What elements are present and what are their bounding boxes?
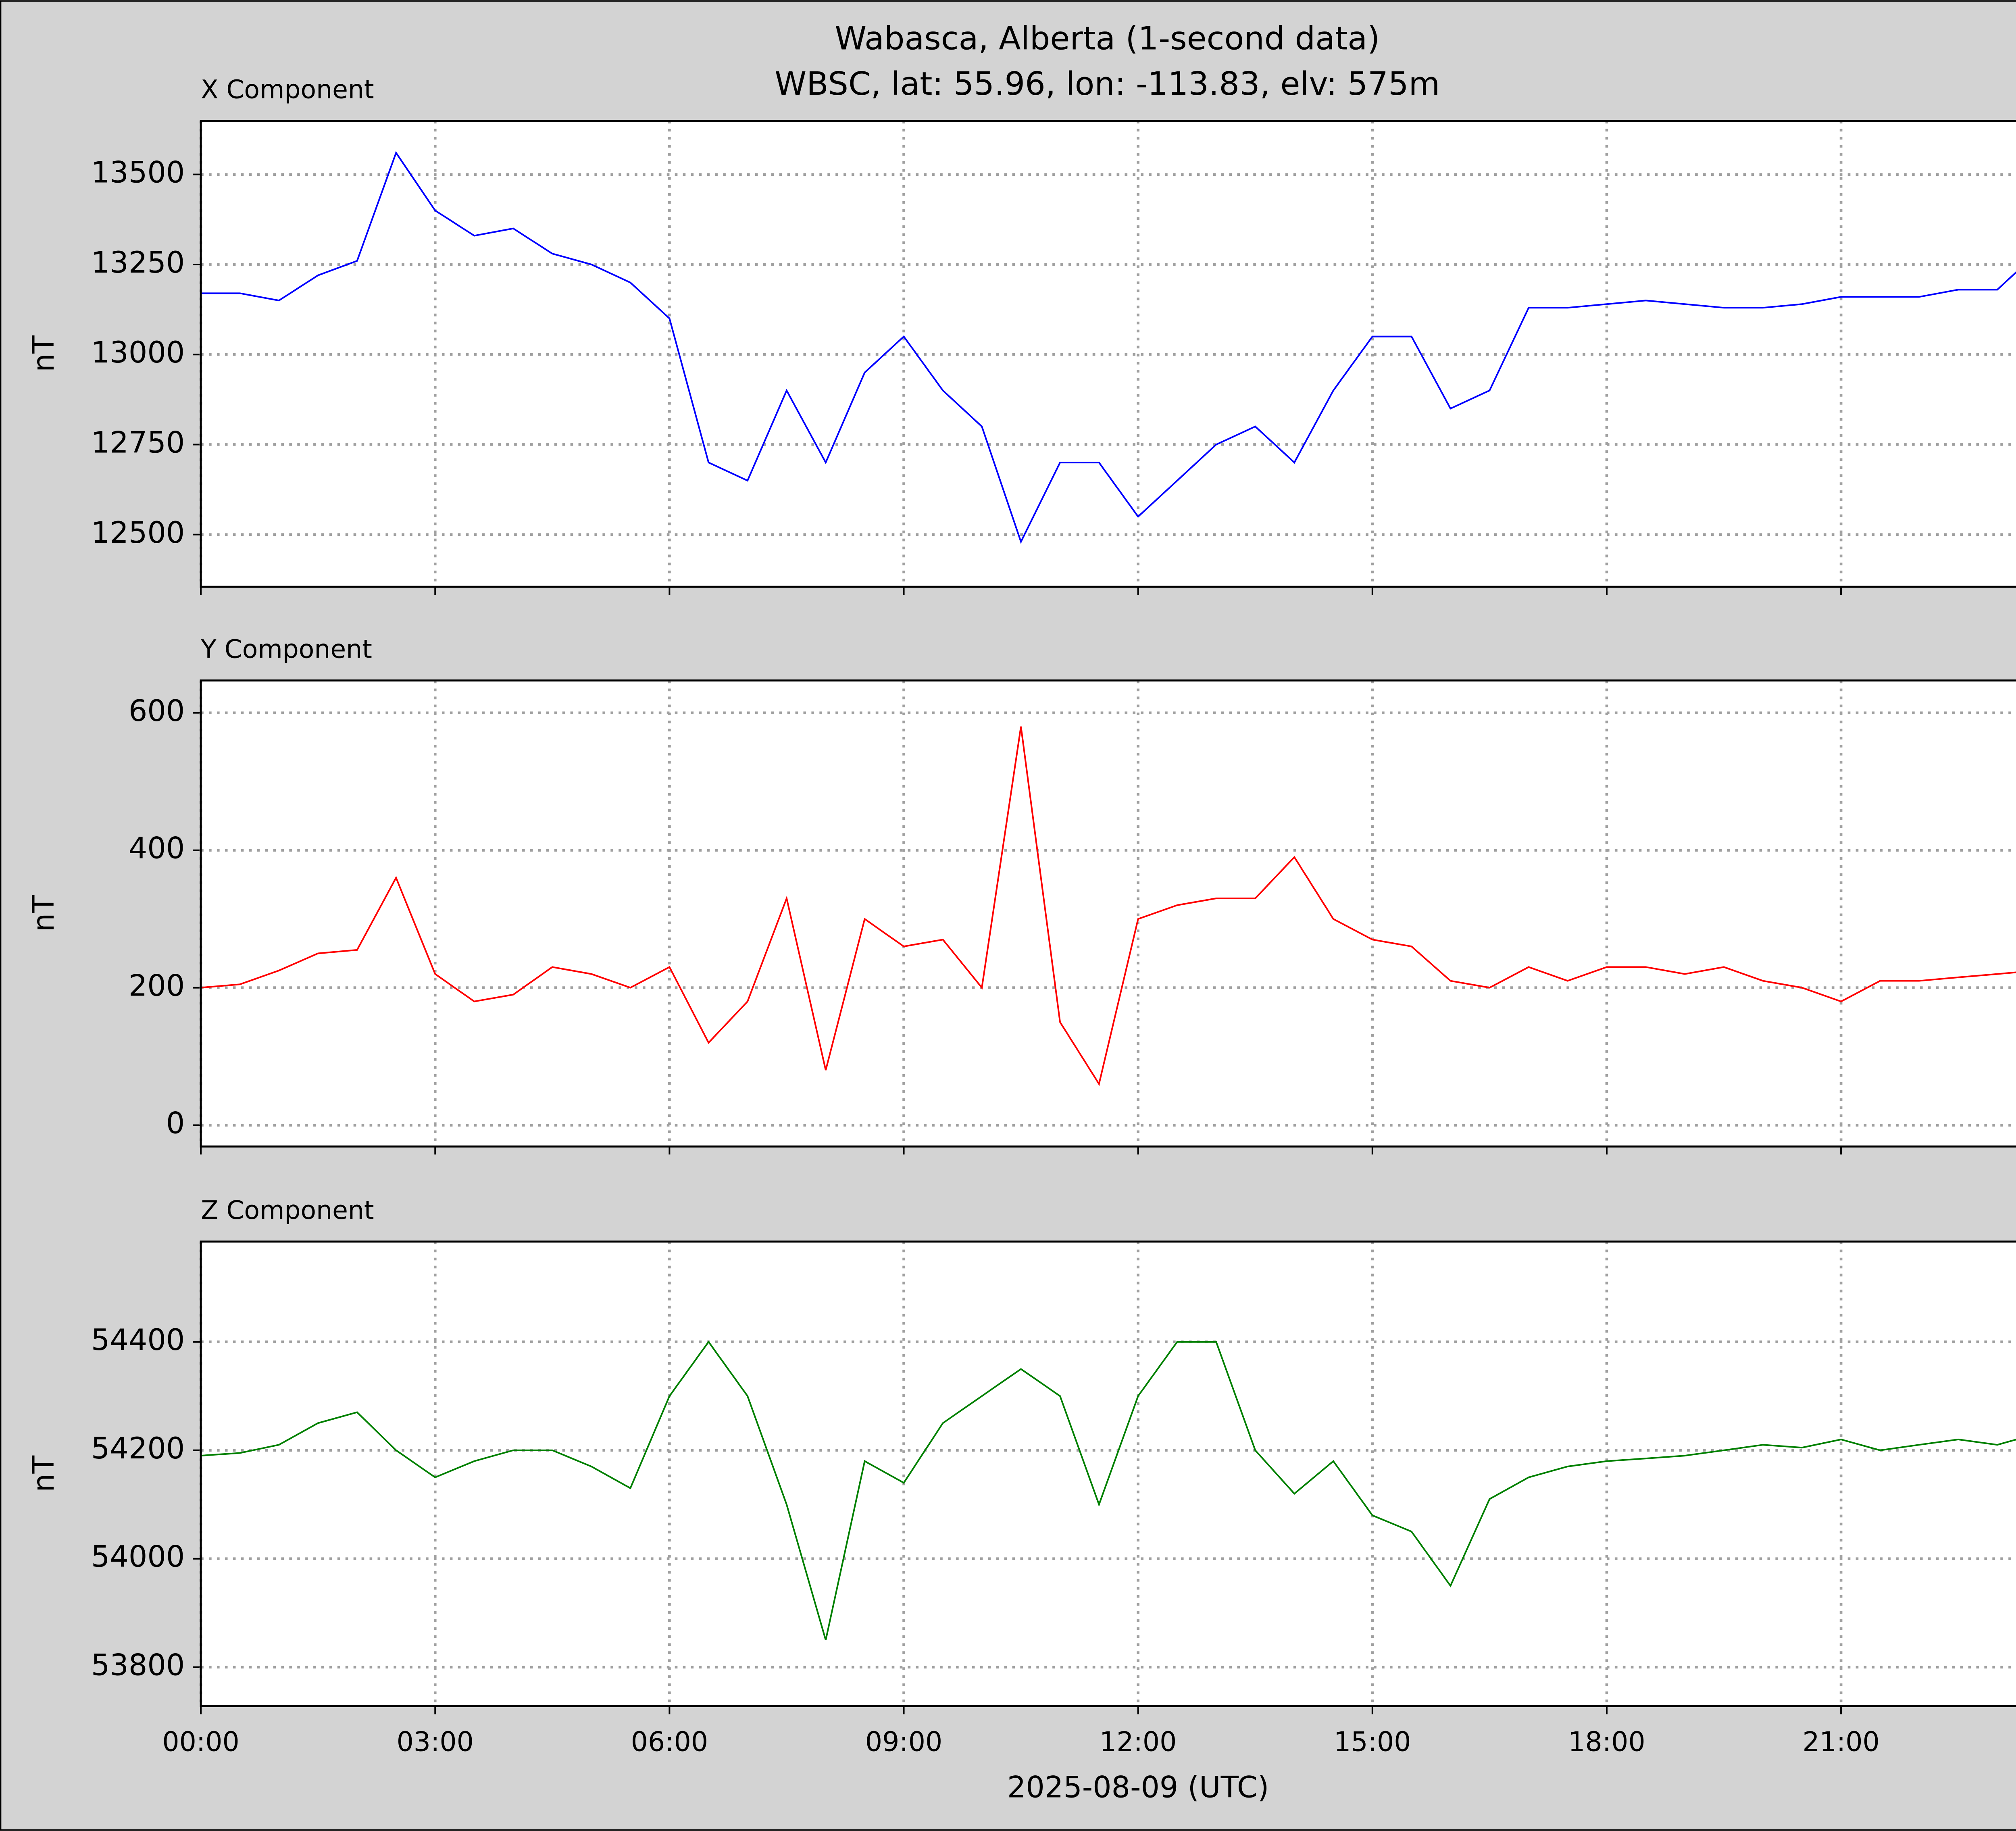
- y-tick-label: 12500: [91, 516, 185, 550]
- plot-frame: [200, 679, 2016, 1148]
- y-axis-label: nT: [27, 335, 61, 372]
- y-tick-label: 12750: [91, 425, 185, 460]
- x-tick-label: 06:00: [631, 1726, 708, 1757]
- x-axis-label: 2025-08-09 (UTC): [1007, 1770, 1269, 1804]
- panel-title: X Component: [201, 75, 374, 104]
- y-tick-label: 54400: [91, 1323, 185, 1357]
- y-tick-label: 600: [129, 694, 185, 728]
- figure-subtitle: WBSC, lat: 55.96, lon: -113.83, elv: 575…: [775, 65, 1440, 102]
- y-tick-label: 400: [129, 831, 185, 866]
- panel-title: Z Component: [201, 1195, 374, 1225]
- data-line: [200, 726, 2016, 1086]
- data-line: [200, 1340, 2016, 1640]
- x-tick-label: 21:00: [1802, 1726, 1879, 1757]
- plot-frame: [200, 120, 2016, 588]
- y-tick-label: 53800: [91, 1648, 185, 1683]
- y-axis-label: nT: [27, 895, 61, 932]
- x-tick-label: 00:00: [162, 1726, 239, 1757]
- y-tick-label: 54000: [91, 1540, 185, 1574]
- y-axis-label: nT: [27, 1455, 61, 1492]
- plot-area: [201, 680, 2016, 1147]
- panel-title: Y Component: [200, 634, 372, 664]
- data-line: [201, 151, 2016, 544]
- x-tick-label: 12:00: [1100, 1726, 1177, 1757]
- y-tick-label: 13000: [91, 335, 185, 370]
- y-tick-label: 13500: [91, 156, 185, 190]
- y-tick-label: 200: [129, 969, 185, 1003]
- y-tick-label: 0: [166, 1106, 185, 1141]
- x-tick-label: 03:00: [397, 1726, 474, 1757]
- y-tick-label: 13250: [91, 246, 185, 280]
- figure-title: Wabasca, Alberta (1-second data): [835, 19, 1380, 57]
- plot-area: [201, 1241, 2016, 1706]
- x-tick-label: 09:00: [865, 1726, 942, 1757]
- x-tick-label: 15:00: [1334, 1726, 1411, 1757]
- y-tick-label: 54200: [91, 1431, 185, 1466]
- plot-frame: [200, 1240, 2016, 1707]
- x-tick-label: 18:00: [1568, 1726, 1645, 1757]
